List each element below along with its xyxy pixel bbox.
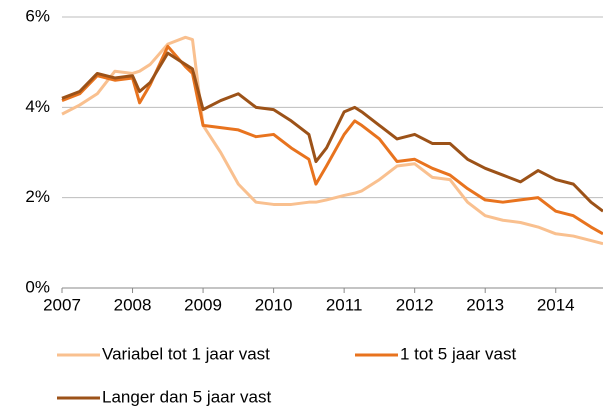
x-tick-label: 2014 [537,295,575,314]
x-tick-label: 2009 [184,295,222,314]
x-tick-label: 2011 [326,295,363,314]
legend-label: Variabel tot 1 jaar vast [102,344,270,363]
legend-label: Langer dan 5 jaar vast [102,387,271,406]
y-tick-label: 0% [25,277,50,296]
x-tick-label: 2012 [396,295,434,314]
legend-label: 1 tot 5 jaar vast [400,344,517,363]
series-line [61,51,603,213]
y-tick-label: 6% [25,6,50,25]
series-line [61,35,603,246]
y-tick-label: 4% [25,97,50,116]
x-tick-label: 2007 [43,295,81,314]
x-tick-label: 2010 [255,295,293,314]
x-tick-label: 2008 [114,295,152,314]
y-tick-label: 2% [25,187,50,206]
x-tick-label: 2013 [466,295,504,314]
series-line [61,44,603,236]
